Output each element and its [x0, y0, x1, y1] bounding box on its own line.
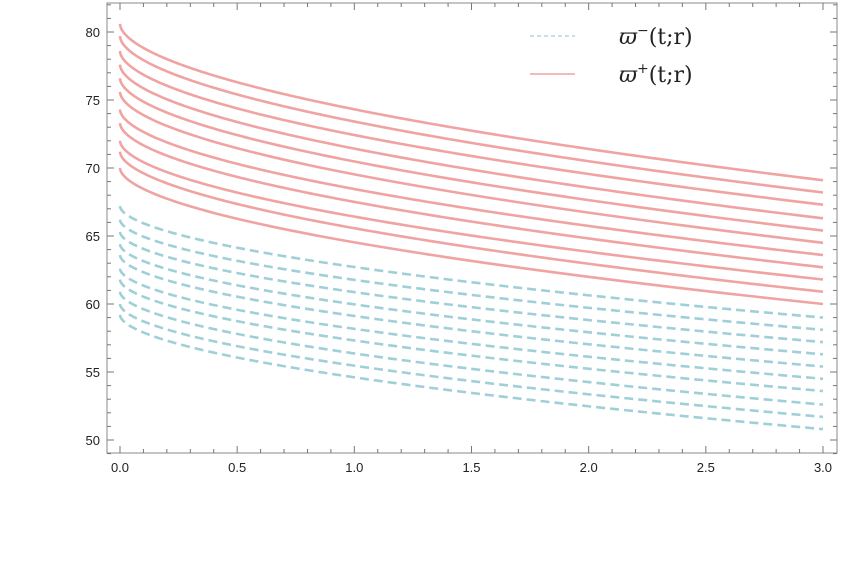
y-tick-label: 80	[86, 25, 100, 40]
minus-curve-2	[118, 291, 824, 406]
plus-curve-1	[118, 151, 824, 294]
minus-curve-8	[118, 219, 824, 332]
plus-curve-5	[118, 91, 824, 245]
legend-label-minus: ϖ−(t;r)	[619, 23, 693, 50]
legend: ϖ−(t;r) ϖ+(t;r)	[530, 23, 693, 88]
x-tick-label: 3.0	[814, 460, 832, 475]
x-tick-label: 1.5	[462, 460, 480, 475]
plus-curve-2	[118, 140, 824, 281]
axes: 0.0 0.5 1.0 1.5 2.0 2.5 3.0 50 55 60 65 70 75 80	[86, 3, 837, 475]
minus-curve-3	[118, 279, 824, 393]
y-tick-label: 55	[86, 365, 100, 380]
plus-curve-4	[118, 109, 824, 257]
plus-curve-0	[118, 167, 824, 306]
y-tick-label: 70	[86, 161, 100, 176]
minus-curve-1	[118, 303, 824, 419]
curves	[118, 23, 824, 431]
minus-curve-4	[118, 268, 824, 381]
minus-curve-6	[118, 243, 824, 356]
plot-area	[106, 2, 838, 454]
y-tick-label: 60	[86, 297, 100, 312]
x-tick-label: 2.5	[697, 460, 715, 475]
plus-curve-6	[118, 78, 824, 232]
plot-frame	[106, 2, 838, 454]
x-tick-label: 0.0	[111, 460, 129, 475]
plus-curve-3	[118, 122, 824, 269]
x-tick-label: 1.0	[345, 460, 363, 475]
y-tick-label: 50	[86, 433, 100, 448]
x-tick-label: 2.0	[580, 460, 598, 475]
minus-curve-0	[118, 314, 824, 431]
plus-curve-7	[118, 64, 824, 220]
minus-curve-5	[118, 254, 824, 368]
plus-curve-10	[118, 23, 824, 182]
y-tick-label: 65	[86, 229, 100, 244]
y-tick-label: 75	[86, 93, 100, 108]
minus-curve-7	[118, 231, 824, 344]
legend-label-plus: ϖ+(t;r)	[619, 61, 693, 88]
minus-curve-9	[118, 205, 824, 319]
x-tick-label: 0.5	[228, 460, 246, 475]
plus-curve-9	[118, 35, 824, 194]
plus-curve-8	[118, 50, 824, 207]
